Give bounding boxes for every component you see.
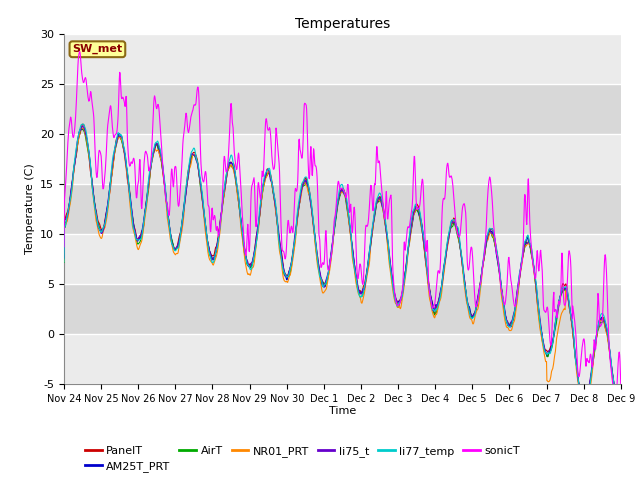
Y-axis label: Temperature (C): Temperature (C) — [24, 163, 35, 254]
Bar — [64, 284, 621, 334]
Bar — [64, 84, 621, 134]
Bar — [64, 34, 621, 84]
Bar — [64, 134, 621, 184]
Text: SW_met: SW_met — [72, 44, 122, 54]
Bar — [64, 334, 621, 384]
Legend: PanelT, AM25T_PRT, AirT, NR01_PRT, li75_t, li77_temp, sonicT: PanelT, AM25T_PRT, AirT, NR01_PRT, li75_… — [81, 441, 525, 477]
Title: Temperatures: Temperatures — [295, 17, 390, 31]
X-axis label: Time: Time — [329, 407, 356, 417]
Bar — [64, 234, 621, 284]
Bar — [64, 184, 621, 234]
